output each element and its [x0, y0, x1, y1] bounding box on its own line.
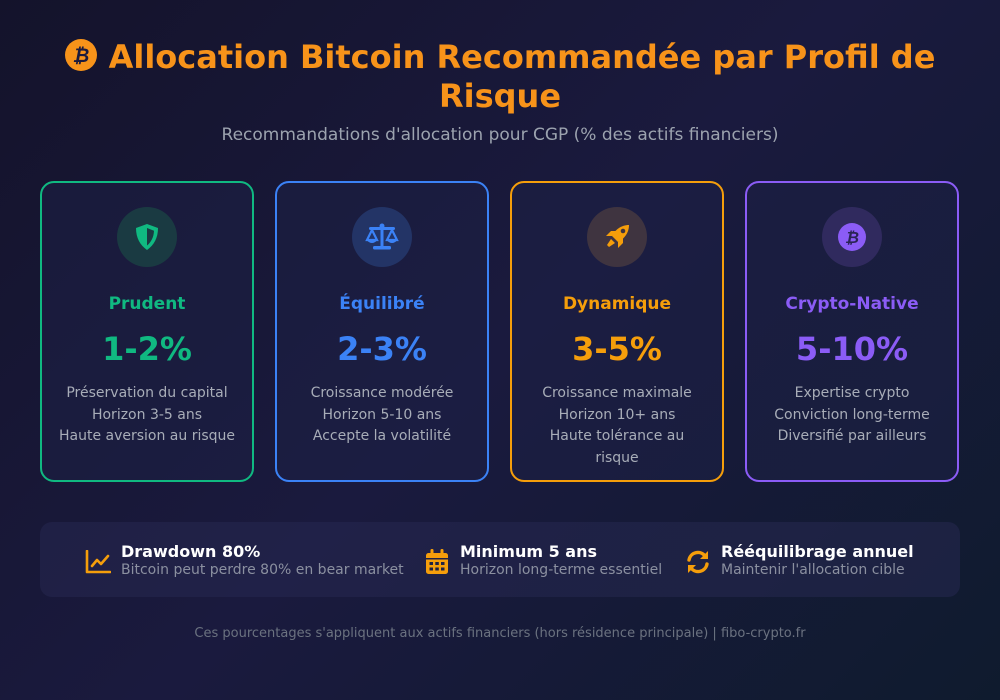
- profile-card-prudent: Prudent 1-2% Préservation du capital Hor…: [40, 181, 254, 482]
- chart-line-icon: [84, 548, 112, 576]
- profile-description: Croissance maximale Horizon 10+ ans Haut…: [542, 385, 692, 466]
- footer-note: Ces pourcentages s'appliquent aux actifs…: [194, 626, 806, 641]
- svg-text:₿: ₿: [845, 228, 859, 247]
- allocation-value: 1-2%: [102, 330, 192, 368]
- bitcoin-icon: ₿: [64, 39, 97, 71]
- profile-name: Équilibré: [339, 294, 425, 314]
- profile-card-equilibre: Équilibré 2-3% Croissance modérée Horizo…: [275, 181, 489, 482]
- allocation-value: 3-5%: [572, 330, 662, 368]
- rocket-icon: [606, 225, 629, 248]
- page-title: ₿ Allocation Bitcoin Recommandée par Pro…: [30, 38, 970, 116]
- info-title: Rééquilibrage annuel: [721, 542, 914, 561]
- sync-icon: [684, 548, 712, 576]
- header: ₿ Allocation Bitcoin Recommandée par Pro…: [0, 38, 1000, 145]
- balance-scale-icon: [365, 223, 399, 250]
- subtitle: Recommandations d'allocation pour CGP (%…: [221, 125, 779, 145]
- profile-card-crypto-native: ₿ Crypto-Native 5-10% Expertise crypto C…: [745, 181, 959, 482]
- info-title: Drawdown 80%: [121, 542, 261, 561]
- profile-description: Croissance modérée Horizon 5-10 ans Acce…: [310, 385, 454, 444]
- bitcoin-icon: ₿: [838, 223, 866, 251]
- info-item-minimum: Minimum 5 ans Horizon long-terme essenti…: [423, 542, 662, 579]
- info-subtitle: Maintenir l'allocation cible: [721, 562, 905, 578]
- allocation-value: 2-3%: [337, 330, 427, 368]
- profile-card-dynamique: Dynamique 3-5% Croissance maximale Horiz…: [510, 181, 724, 482]
- info-subtitle: Horizon long-terme essentiel: [460, 562, 663, 578]
- allocation-value: 5-10%: [795, 330, 909, 368]
- card-icon-circle: [352, 207, 412, 267]
- svg-text:₿: ₿: [72, 45, 89, 67]
- profile-name: Dynamique: [562, 294, 672, 314]
- profile-name: Crypto-Native: [785, 294, 919, 314]
- shield-icon: [136, 224, 158, 250]
- card-icon-circle: [117, 207, 177, 267]
- calendar-icon: [423, 548, 451, 576]
- info-subtitle: Bitcoin peut perdre 80% en bear market: [121, 562, 404, 578]
- profile-description: Préservation du capital Horizon 3-5 ans …: [58, 385, 236, 444]
- card-icon-circle: ₿: [822, 207, 882, 267]
- profile-description: Expertise crypto Conviction long-terme D…: [774, 385, 930, 444]
- info-item-drawdown: Drawdown 80% Bitcoin peut perdre 80% en …: [84, 542, 404, 579]
- info-bar: Drawdown 80% Bitcoin peut perdre 80% en …: [40, 522, 960, 597]
- profile-name: Prudent: [108, 294, 186, 314]
- info-item-rebalancing: Rééquilibrage annuel Maintenir l'allocat…: [684, 542, 914, 579]
- info-title: Minimum 5 ans: [460, 542, 597, 561]
- profile-cards: Prudent 1-2% Préservation du capital Hor…: [40, 181, 960, 482]
- card-icon-circle: [587, 207, 647, 267]
